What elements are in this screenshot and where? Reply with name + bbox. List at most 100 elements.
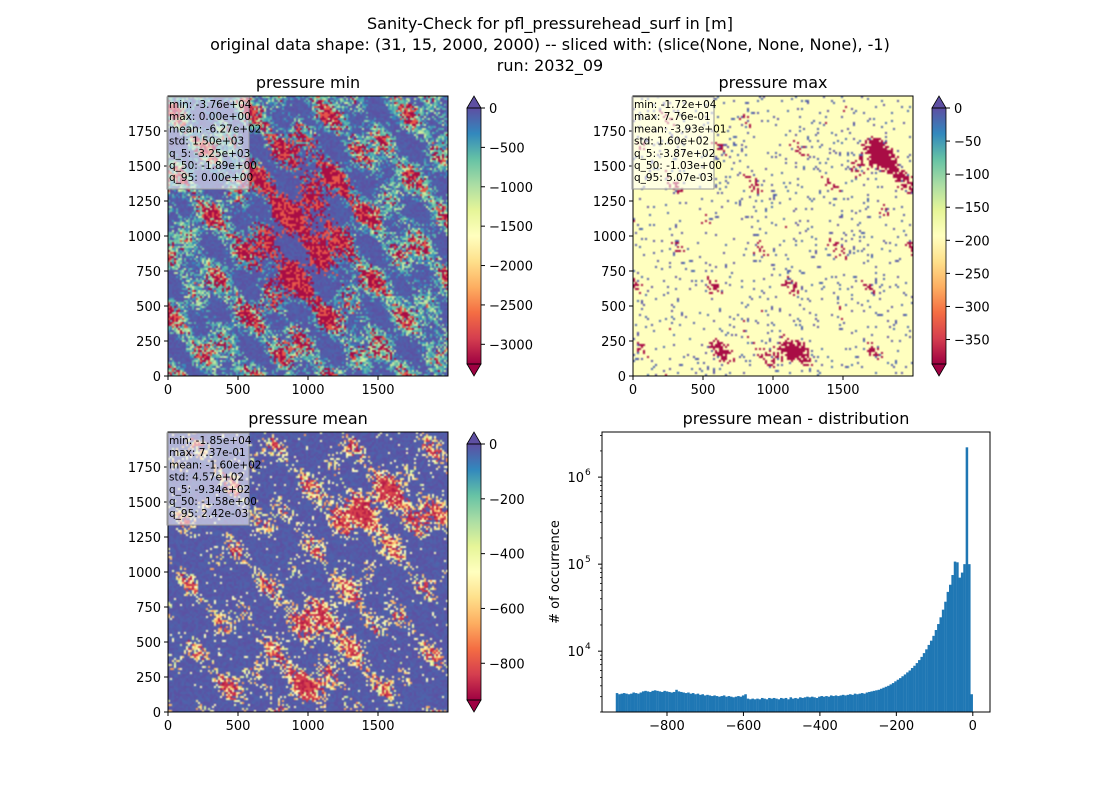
histogram-bar	[706, 694, 709, 712]
histogram-bar	[618, 694, 621, 712]
colorbar-tick-label: −300	[954, 300, 990, 315]
histogram-bar	[775, 698, 778, 712]
histogram-bar	[810, 696, 814, 712]
histogram-bar	[903, 674, 907, 712]
histogram-bar	[882, 687, 885, 712]
histogram-bar	[644, 690, 647, 712]
colorbar-extend-min	[466, 699, 482, 713]
y-tick-label: 0	[153, 706, 161, 721]
histogram-bar	[889, 684, 893, 712]
histogram-bar	[913, 665, 916, 712]
y-tick-label: 1000	[128, 230, 161, 245]
histogram-bar	[941, 609, 945, 712]
colorbar-tick-label: −150	[954, 201, 990, 216]
histogram-bar	[641, 691, 645, 712]
panel-title: pressure mean	[248, 409, 368, 428]
x-tick-label: 0	[629, 383, 637, 398]
colorbar-tick-label: −100	[954, 168, 990, 183]
histogram-bar	[856, 694, 859, 712]
stats-line: q_5: -3.87e+02	[634, 148, 715, 160]
histogram-bar	[953, 561, 957, 712]
y-tick-label: 0	[153, 370, 161, 385]
histogram-bar	[713, 695, 716, 712]
histogram-bar	[858, 693, 862, 712]
histogram-bar	[808, 697, 812, 712]
stats-line: mean: -3.93e+01	[634, 123, 726, 135]
stats-line: std: 1.50e+03	[169, 136, 244, 148]
axes-frame	[601, 431, 991, 713]
y-tick-label: 10	[567, 558, 584, 573]
histogram-bar	[884, 686, 888, 712]
x-tick-label: 1000	[291, 719, 324, 734]
colorbar-tick-label: −3000	[489, 338, 533, 353]
histogram-bar	[846, 694, 850, 712]
y-tick-label: 1500	[593, 160, 626, 175]
histogram-bar	[739, 696, 743, 712]
histogram-bar	[849, 694, 852, 712]
histogram-bar	[665, 691, 669, 712]
y-tick-exponent: 6	[585, 468, 591, 478]
stats-line: q_95: 5.07e-03	[634, 172, 713, 184]
histogram-bar	[708, 695, 712, 712]
histogram-bar	[699, 694, 702, 712]
histogram-bar	[891, 683, 895, 712]
y-tick-label: 1500	[128, 160, 161, 175]
y-tick-label: 1750	[128, 125, 161, 140]
colorbar-tick-label: −600	[489, 602, 525, 617]
histogram-bar	[765, 699, 769, 712]
histogram-bar	[894, 681, 897, 712]
histogram-bar	[701, 694, 704, 712]
histogram-bar	[829, 695, 833, 712]
histogram-bar	[689, 693, 693, 712]
histogram-bar	[632, 692, 635, 712]
x-tick-label: 1000	[291, 383, 324, 398]
histogram-bar	[865, 692, 869, 712]
histogram-bar	[777, 699, 781, 712]
histogram-panel: pressure mean - distribution −800 −600 −400…	[548, 409, 991, 734]
colorbar-tick-label: 0	[489, 438, 497, 453]
y-tick-exponent: 5	[585, 555, 591, 565]
histogram-bar	[839, 695, 843, 712]
histogram-bar	[718, 696, 721, 712]
histogram-bar	[906, 672, 909, 712]
histogram-bar	[746, 698, 750, 712]
histogram-bar	[744, 694, 747, 712]
histogram-bar	[720, 696, 724, 712]
histogram-bar	[656, 690, 659, 712]
histogram-bar	[749, 699, 752, 712]
histogram-bar	[968, 564, 971, 712]
histogram-bar	[770, 698, 774, 712]
histogram-bar	[734, 696, 738, 712]
histogram-bar	[779, 697, 783, 712]
y-tick-label: 1250	[593, 195, 626, 210]
y-tick-label: 1750	[128, 461, 161, 476]
figure-title-line-1: Sanity-Check for pfl_pressurehead_surf i…	[367, 14, 733, 33]
colorbar-tick-label: −400	[489, 548, 525, 563]
x-tick-label: 1500	[361, 383, 394, 398]
x-tick-label: −200	[878, 719, 914, 734]
histogram-bar	[658, 691, 662, 712]
stats-line: std: 1.60e+02	[634, 136, 709, 148]
histogram-bar	[929, 640, 933, 712]
histogram-bar	[756, 698, 759, 712]
stats-line: q_50: -1.03e+00	[634, 160, 722, 172]
colorbar-tick-label: −200	[489, 493, 525, 508]
stats-line: mean: -6.27e+02	[169, 123, 261, 135]
heatmap-panel-1: pressure min 0 500 1000 1500 0 250 500 750 1000 12…	[128, 73, 533, 398]
stats-line: q_5: -3.25e+03	[169, 148, 250, 160]
stats-line: min: -1.85e+04	[169, 435, 252, 447]
histogram-bar	[625, 693, 628, 712]
heatmap-panel-3: pressure mean 0 500 1000 1500 0 250 500 750 1000 1…	[128, 409, 525, 734]
histogram-bar	[958, 577, 962, 712]
histogram-bar	[782, 698, 785, 712]
histogram-bar	[646, 691, 650, 712]
y-tick-label: 500	[601, 300, 626, 315]
histogram-bar	[727, 696, 731, 712]
y-tick-label: 500	[136, 636, 161, 651]
histogram-bar	[825, 696, 828, 712]
colorbar-tick-label: −1000	[489, 181, 533, 196]
histogram-bar	[787, 699, 790, 712]
histogram-bar	[870, 691, 873, 712]
histogram-bar	[760, 697, 764, 712]
histogram-bar	[784, 697, 788, 712]
